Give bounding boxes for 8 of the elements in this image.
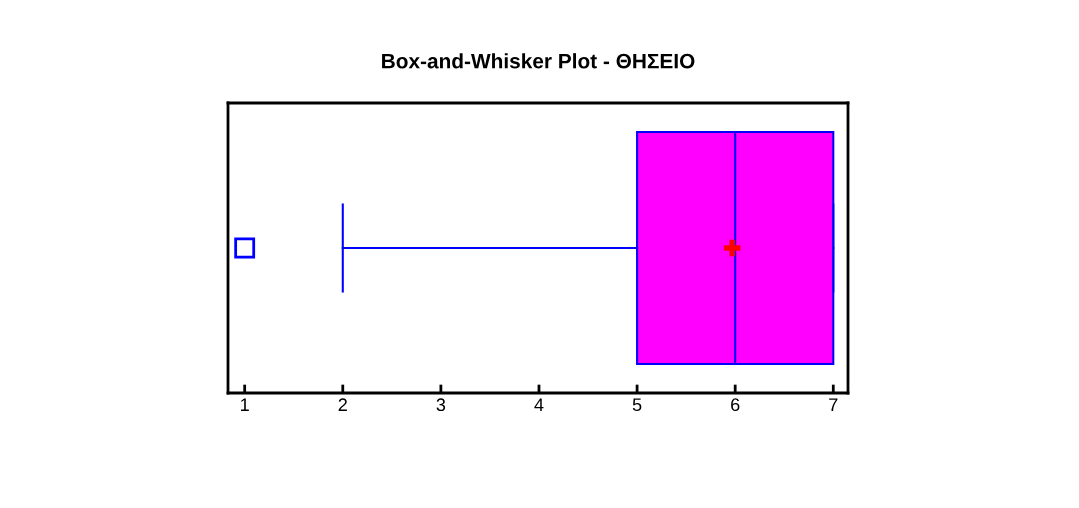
x-tick-label: 1 <box>241 398 249 411</box>
x-tick-label: 3 <box>436 398 446 412</box>
x-tick-label: 4 <box>534 398 544 411</box>
x-tick-label: 6 <box>731 398 740 412</box>
x-tick-label: 2 <box>338 398 347 411</box>
x-tick-label: 5 <box>632 398 642 412</box>
x-tick-label: 7 <box>829 398 838 411</box>
chart-title: Box-and-Whisker Plot - ΘΗΣΕΙΟ <box>382 53 695 69</box>
